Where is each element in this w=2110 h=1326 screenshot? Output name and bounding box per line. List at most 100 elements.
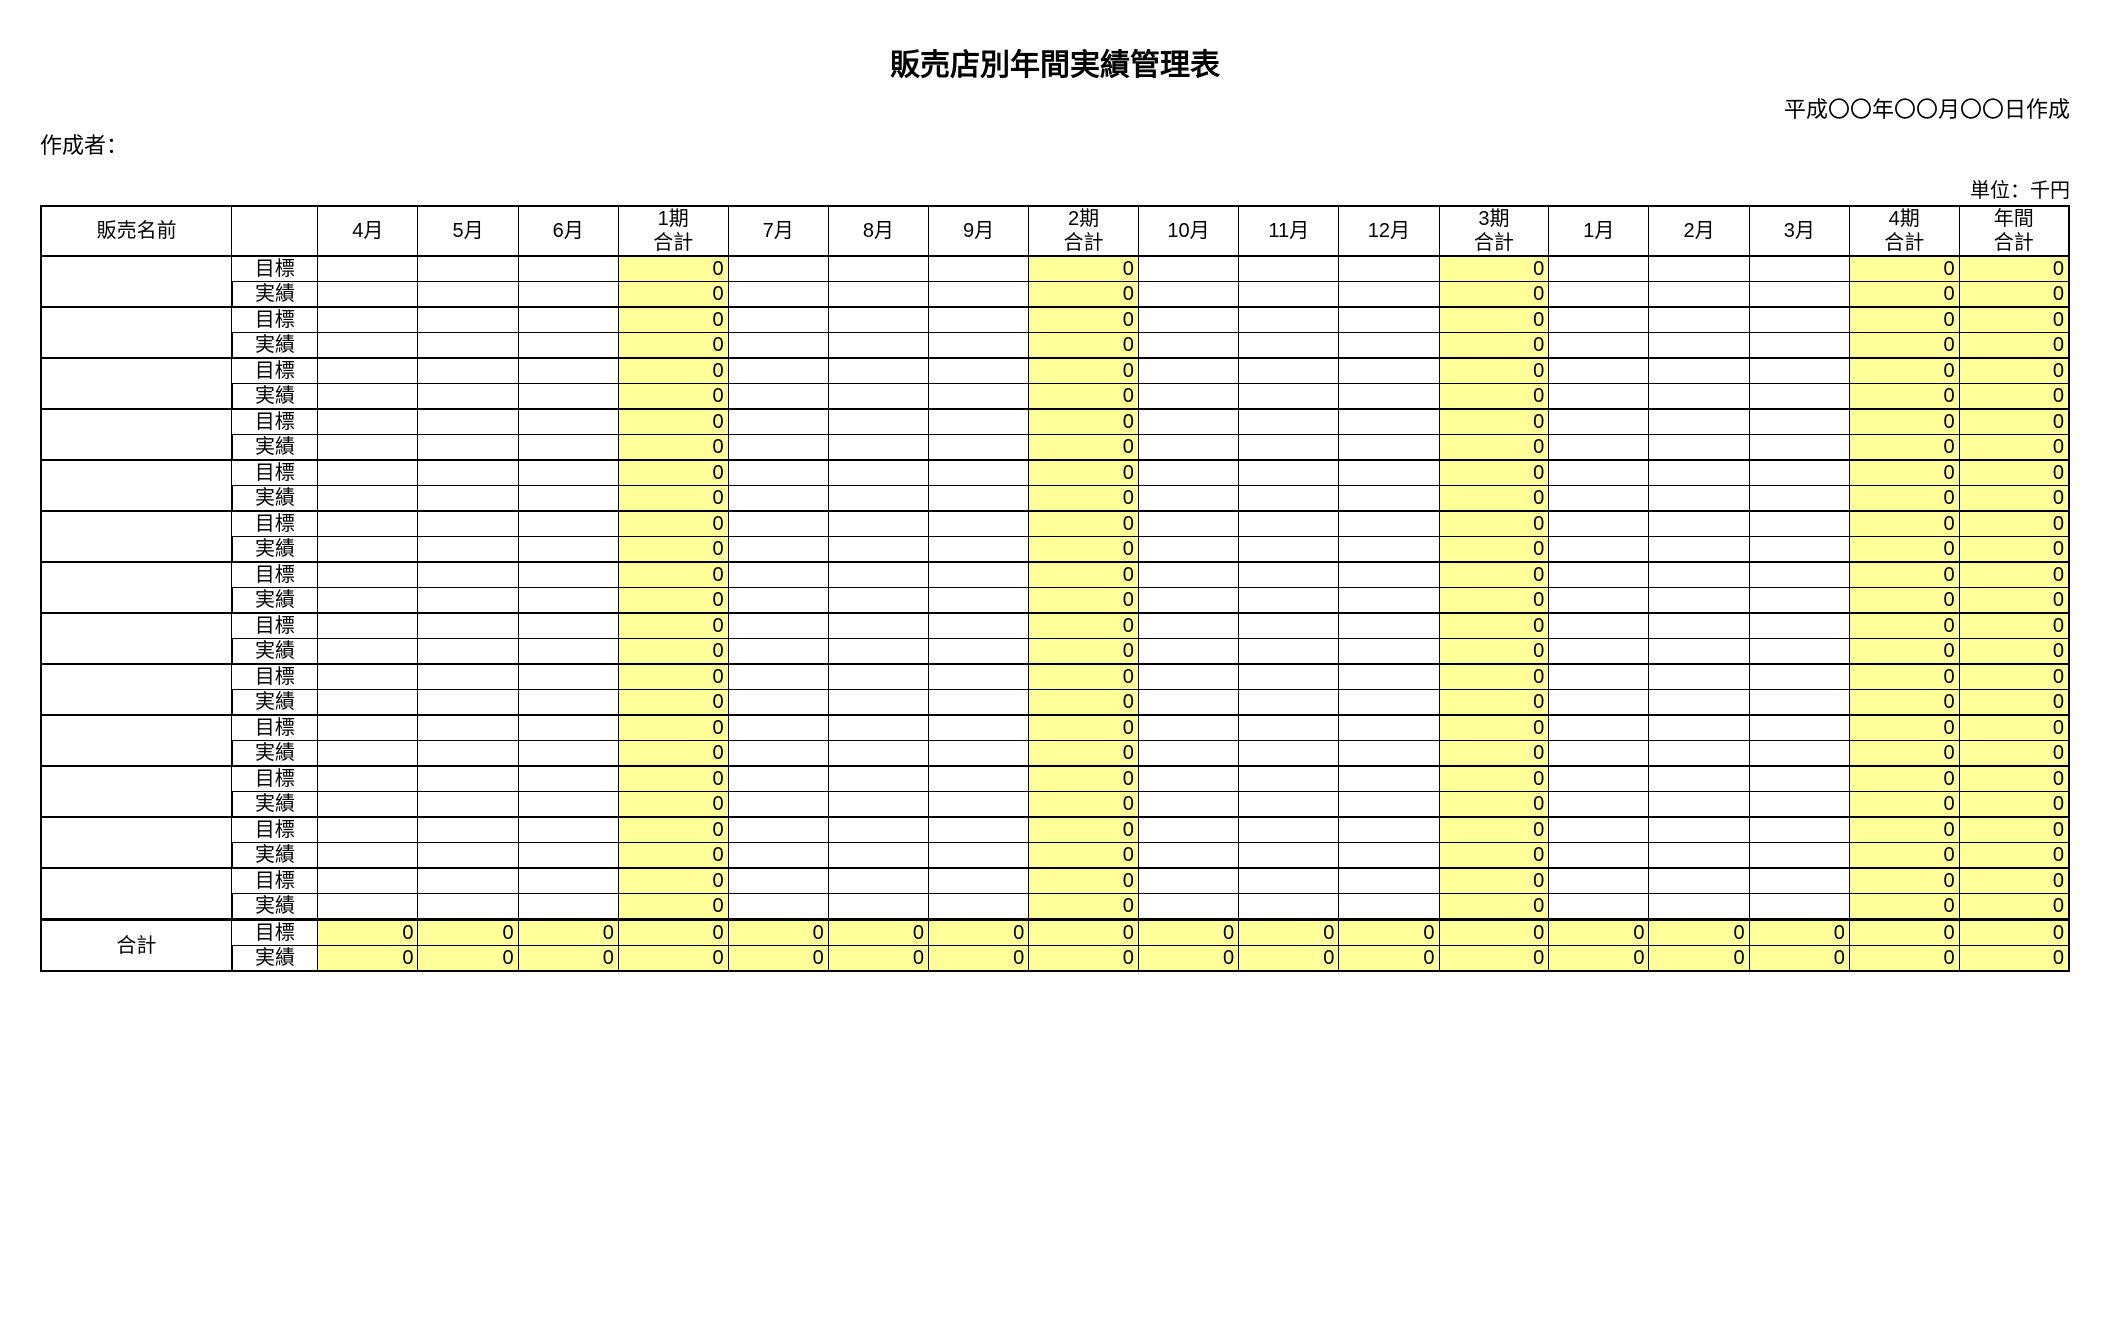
month-cell — [1749, 460, 1849, 486]
month-cell: 0 — [828, 920, 928, 946]
month-cell — [1549, 358, 1649, 384]
quarter-sum-cell: 0 — [1439, 333, 1549, 359]
month-cell — [318, 409, 418, 435]
month-cell — [1749, 486, 1849, 512]
quarter-sum-cell: 0 — [618, 664, 728, 690]
month-cell — [1239, 282, 1339, 308]
quarter-sum-cell: 0 — [1439, 384, 1549, 410]
month-cell — [1138, 715, 1238, 741]
row-type-actual: 実績 — [232, 792, 318, 818]
row-type-target: 目標 — [232, 511, 318, 537]
table-row: 実績00000 — [41, 282, 2069, 308]
month-cell — [318, 613, 418, 639]
month-cell — [1138, 358, 1238, 384]
month-cell — [1339, 894, 1439, 920]
quarter-sum-cell: 0 — [1439, 894, 1549, 920]
quarter-sum-cell: 0 — [618, 409, 728, 435]
unit-label: 単位：千円 — [40, 174, 2070, 203]
month-cell — [1339, 435, 1439, 461]
month-cell — [1649, 715, 1749, 741]
month-cell — [928, 715, 1028, 741]
col-header-month: 3月 — [1749, 206, 1849, 256]
month-cell — [318, 766, 418, 792]
row-type-target: 目標 — [232, 613, 318, 639]
quarter-sum-cell: 0 — [618, 817, 728, 843]
month-cell: 0 — [928, 946, 1028, 972]
month-cell — [1339, 460, 1439, 486]
col-header-month: 1月 — [1549, 206, 1649, 256]
month-cell — [418, 358, 518, 384]
month-cell — [1649, 843, 1749, 869]
store-name-cell — [41, 613, 232, 664]
month-cell — [1649, 358, 1749, 384]
quarter-sum-cell: 0 — [1849, 435, 1959, 461]
month-cell — [728, 690, 828, 716]
month-cell — [1339, 766, 1439, 792]
col-header-name: 販売名前 — [41, 206, 232, 256]
row-type-target: 目標 — [232, 664, 318, 690]
month-cell — [1649, 384, 1749, 410]
month-cell — [828, 868, 928, 894]
row-type-target: 目標 — [232, 817, 318, 843]
month-cell — [1749, 282, 1849, 308]
quarter-sum-cell: 0 — [618, 486, 728, 512]
month-cell — [418, 894, 518, 920]
month-cell — [418, 307, 518, 333]
month-cell — [828, 282, 928, 308]
quarter-sum-cell: 0 — [1439, 613, 1549, 639]
month-cell — [1239, 333, 1339, 359]
month-cell — [318, 690, 418, 716]
month-cell — [1239, 868, 1339, 894]
quarter-sum-cell: 0 — [618, 843, 728, 869]
quarter-sum-cell: 0 — [1029, 358, 1139, 384]
quarter-sum-cell: 0 — [1439, 792, 1549, 818]
month-cell — [1649, 894, 1749, 920]
month-cell — [518, 741, 618, 767]
month-cell — [1649, 256, 1749, 282]
quarter-sum-cell: 0 — [1849, 409, 1959, 435]
date-created: 平成〇〇年〇〇月〇〇日作成 — [40, 92, 2070, 124]
month-cell — [928, 384, 1028, 410]
quarter-sum-cell: 0 — [1029, 843, 1139, 869]
month-cell — [1749, 792, 1849, 818]
month-cell — [1749, 715, 1849, 741]
quarter-sum-cell: 0 — [1029, 307, 1139, 333]
month-cell — [518, 435, 618, 461]
month-cell — [1339, 409, 1439, 435]
month-cell: 0 — [1749, 946, 1849, 972]
month-cell — [1339, 817, 1439, 843]
month-cell — [1138, 690, 1238, 716]
table-row: 目標00000 — [41, 460, 2069, 486]
month-cell — [728, 817, 828, 843]
quarter-sum-cell: 0 — [1849, 946, 1959, 972]
month-cell — [1239, 562, 1339, 588]
month-cell — [318, 307, 418, 333]
month-cell — [1138, 460, 1238, 486]
quarter-sum-cell: 0 — [1849, 358, 1959, 384]
month-cell — [1339, 511, 1439, 537]
year-sum-cell: 0 — [1959, 384, 2069, 410]
month-cell — [518, 358, 618, 384]
row-type-actual: 実績 — [232, 435, 318, 461]
quarter-sum-cell: 0 — [618, 562, 728, 588]
month-cell — [518, 766, 618, 792]
store-name-cell — [41, 715, 232, 766]
quarter-sum-cell: 0 — [1439, 409, 1549, 435]
month-cell — [1749, 409, 1849, 435]
month-cell — [1549, 868, 1649, 894]
quarter-sum-cell: 0 — [1439, 664, 1549, 690]
month-cell — [1339, 588, 1439, 614]
quarter-sum-cell: 0 — [1849, 741, 1959, 767]
year-sum-cell: 0 — [1959, 946, 2069, 972]
month-cell — [928, 741, 1028, 767]
month-cell — [1138, 511, 1238, 537]
quarter-sum-cell: 0 — [1439, 511, 1549, 537]
month-cell — [1339, 307, 1439, 333]
store-name-cell — [41, 562, 232, 613]
month-cell — [1138, 282, 1238, 308]
month-cell — [728, 792, 828, 818]
month-cell — [1549, 460, 1649, 486]
quarter-sum-cell: 0 — [1439, 817, 1549, 843]
month-cell — [1239, 766, 1339, 792]
quarter-sum-cell: 0 — [1849, 817, 1959, 843]
